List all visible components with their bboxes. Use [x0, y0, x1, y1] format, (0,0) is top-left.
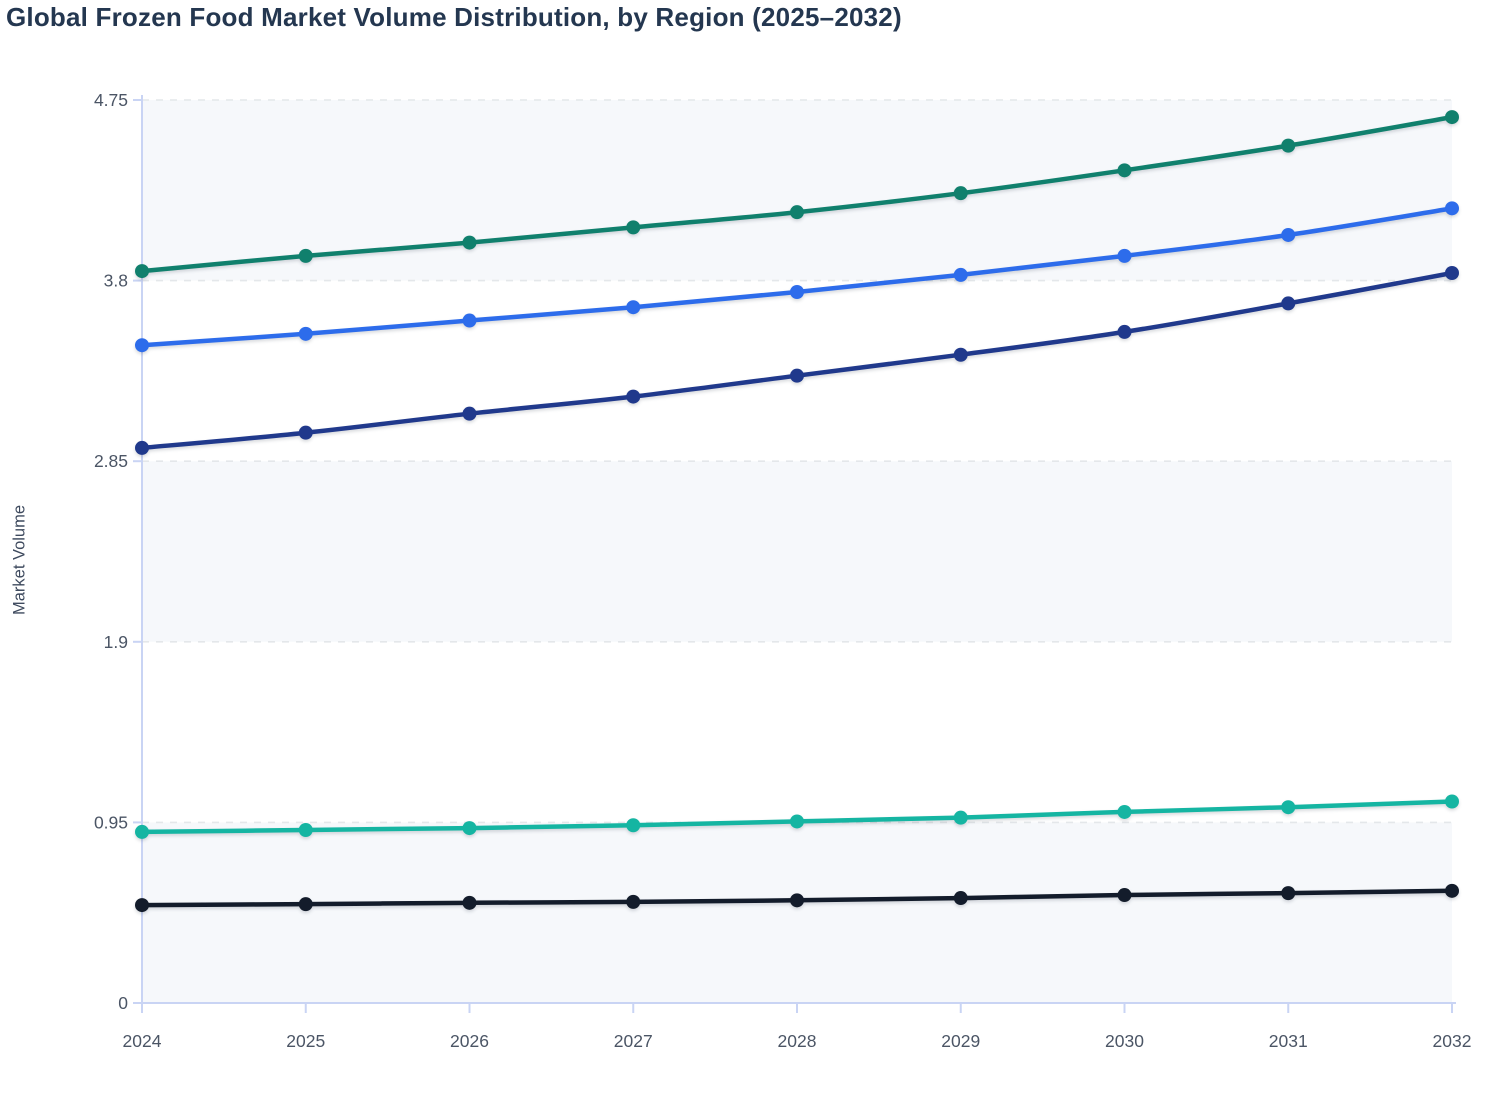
y-tick-label: 1.9 [104, 632, 128, 652]
data-point-black-line [1281, 886, 1296, 901]
data-point-teal-line [790, 814, 804, 829]
data-point-green-top-line [626, 220, 641, 235]
chart-title: Global Frozen Food Market Volume Distrib… [6, 2, 902, 32]
data-point-blue-line [462, 313, 477, 328]
series-line-navy-line [139, 270, 1455, 451]
data-point-blue-line [1281, 227, 1296, 242]
data-point-teal-line [298, 823, 313, 838]
data-point-teal-line [462, 821, 477, 836]
x-tick-label: 2024 [123, 1031, 162, 1051]
data-point-black-line [1445, 883, 1459, 898]
data-point-black-line [626, 894, 641, 909]
y-tick-label: 0 [118, 993, 128, 1013]
x-tick-label: 2028 [778, 1031, 817, 1051]
data-point-blue-line [135, 338, 149, 353]
data-point-navy-line [135, 440, 149, 455]
data-point-navy-line [298, 425, 313, 440]
data-point-green-top-line [790, 205, 804, 220]
data-point-green-top-line [1445, 110, 1459, 125]
data-point-green-top-line [462, 235, 477, 250]
x-tick-label: 2027 [614, 1031, 653, 1051]
data-point-navy-line [1281, 296, 1296, 311]
data-point-navy-line [790, 368, 804, 383]
x-tick-label: 2031 [1269, 1031, 1308, 1051]
series-blue-line [135, 201, 1459, 353]
data-point-green-top-line [135, 264, 149, 279]
series-black-line [135, 883, 1459, 913]
x-tick-label: 2032 [1433, 1031, 1472, 1051]
data-point-teal-line [135, 824, 149, 839]
data-point-teal-line [953, 810, 968, 825]
series-teal-line [135, 794, 1459, 839]
data-point-blue-line [626, 300, 641, 315]
data-point-teal-line [1445, 794, 1459, 809]
data-point-black-line [953, 891, 968, 906]
y-tick-label: 4.75 [94, 90, 128, 110]
data-point-blue-line [953, 267, 968, 282]
data-point-blue-line [1445, 201, 1459, 216]
data-point-navy-line [1445, 265, 1459, 280]
data-point-blue-line [298, 326, 313, 341]
x-tick-label: 2025 [286, 1031, 325, 1051]
y-tick-label: 0.95 [94, 812, 128, 832]
y-tick-label: 3.8 [104, 271, 128, 291]
data-point-teal-line [626, 818, 641, 833]
data-point-navy-line [1117, 324, 1132, 339]
data-point-black-line [790, 893, 804, 908]
x-tick-label: 2030 [1105, 1031, 1144, 1051]
data-point-blue-line [790, 285, 804, 300]
data-point-navy-line [462, 406, 477, 421]
background-band [142, 822, 1452, 1003]
y-tick-label: 2.85 [94, 451, 128, 471]
series-navy-line [135, 265, 1459, 455]
series-green-top-line [135, 110, 1459, 279]
data-point-black-line [298, 897, 313, 912]
data-point-teal-line [1117, 804, 1132, 819]
data-point-teal-line [1281, 800, 1296, 815]
data-point-green-top-line [298, 248, 313, 263]
data-point-navy-line [953, 347, 968, 362]
data-point-green-top-line [1117, 163, 1132, 178]
background-band [142, 461, 1452, 642]
data-point-blue-line [1117, 248, 1132, 263]
x-tick-label: 2026 [450, 1031, 489, 1051]
data-point-black-line [135, 898, 149, 913]
data-point-black-line [462, 895, 477, 910]
data-point-navy-line [626, 389, 641, 404]
x-tick-label: 2029 [941, 1031, 980, 1051]
data-point-green-top-line [1281, 138, 1296, 153]
data-point-green-top-line [953, 186, 968, 201]
data-point-black-line [1117, 888, 1132, 903]
